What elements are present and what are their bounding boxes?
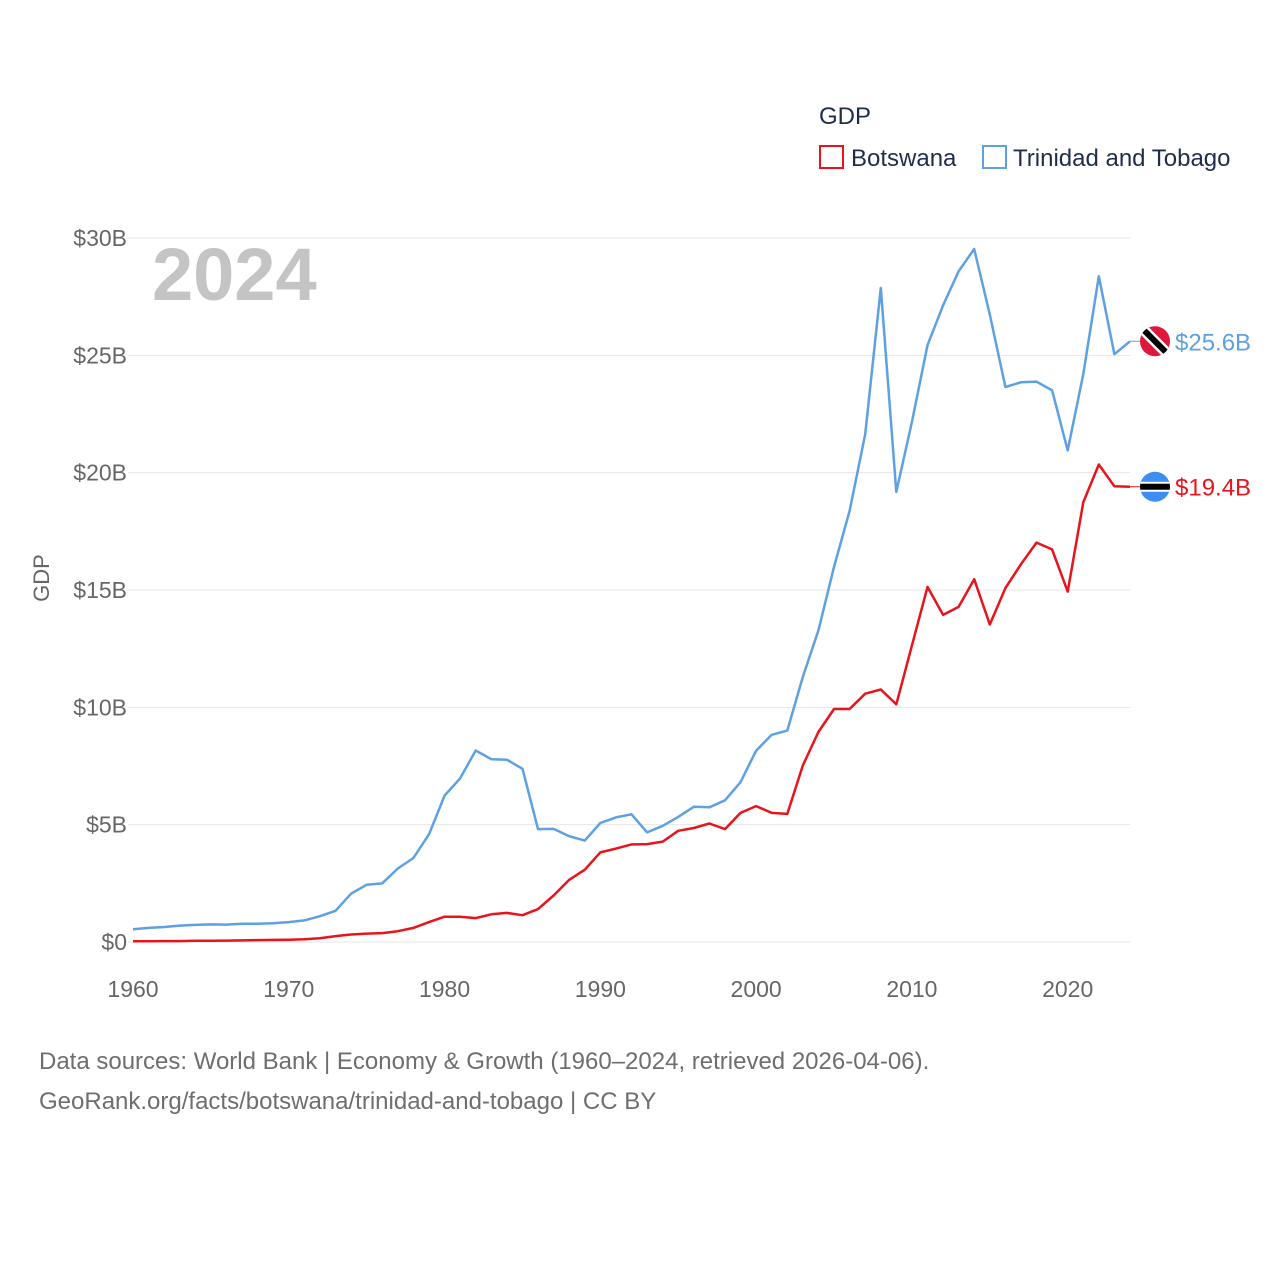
- legend-swatch-botswana: [819, 145, 844, 169]
- legend-item-trinidad-and-tobago[interactable]: Trinidad and Tobago: [982, 145, 1231, 172]
- y-tick-label: $25B: [73, 342, 127, 368]
- x-tick-label: 2000: [731, 976, 782, 1002]
- end-value-label-trinidad-and-tobago: $25.6B: [1175, 329, 1251, 356]
- legend-label-botswana: Botswana: [851, 145, 957, 172]
- y-tick-label: $5B: [86, 812, 127, 838]
- year-label: 2024: [152, 233, 317, 316]
- series-line-trinidad-and-tobago[interactable]: [132, 247, 1131, 931]
- y-tick-label: $20B: [73, 460, 127, 486]
- legend-label-trinidad-and-tobago: Trinidad and Tobago: [1013, 145, 1231, 172]
- x-tick-label: 1990: [575, 976, 626, 1002]
- source-link[interactable]: GeoRank.org/facts/botswana/trinidad-and-…: [39, 1088, 657, 1115]
- trinidad-and-tobago-flag-icon: [1140, 326, 1170, 357]
- y-axis-ticks: $0 $5B $10B $15B $20B $25B $30B: [73, 225, 127, 955]
- series-line-botswana[interactable]: [133, 463, 1131, 943]
- end-markers: $19.4B $25.6B: [1130, 326, 1251, 502]
- source-note: Data sources: World Bank | Economy & Gro…: [39, 1042, 929, 1122]
- x-axis-ticks: 1960 1970 1980 1990 2000 2010 2020: [107, 976, 1093, 1002]
- source-line-1: Data sources: World Bank | Economy & Gro…: [39, 1048, 930, 1075]
- end-value-label-botswana: $19.4B: [1175, 475, 1251, 502]
- y-tick-label: $15B: [73, 577, 127, 603]
- y-tick-label: $10B: [73, 694, 127, 720]
- series-lines: [132, 247, 1131, 943]
- gdp-line-chart: GDP Botswana Trinidad and Tobago 2024 GD…: [29, 103, 1251, 1002]
- y-tick-label: $30B: [73, 225, 127, 251]
- y-tick-label: $0: [101, 929, 127, 955]
- x-tick-label: 2020: [1042, 976, 1093, 1002]
- legend-item-botswana[interactable]: Botswana: [819, 145, 957, 172]
- x-tick-label: 1960: [107, 976, 158, 1002]
- x-tick-label: 1970: [263, 976, 314, 1002]
- x-tick-label: 1980: [419, 976, 470, 1002]
- y-axis-title: GDP: [29, 554, 54, 602]
- legend-title: GDP: [819, 103, 871, 130]
- legend-swatch-trinidad-and-tobago: [982, 145, 1007, 169]
- x-tick-label: 2010: [886, 976, 937, 1002]
- gridlines: [128, 237, 1130, 943]
- botswana-flag-icon: [1140, 471, 1170, 502]
